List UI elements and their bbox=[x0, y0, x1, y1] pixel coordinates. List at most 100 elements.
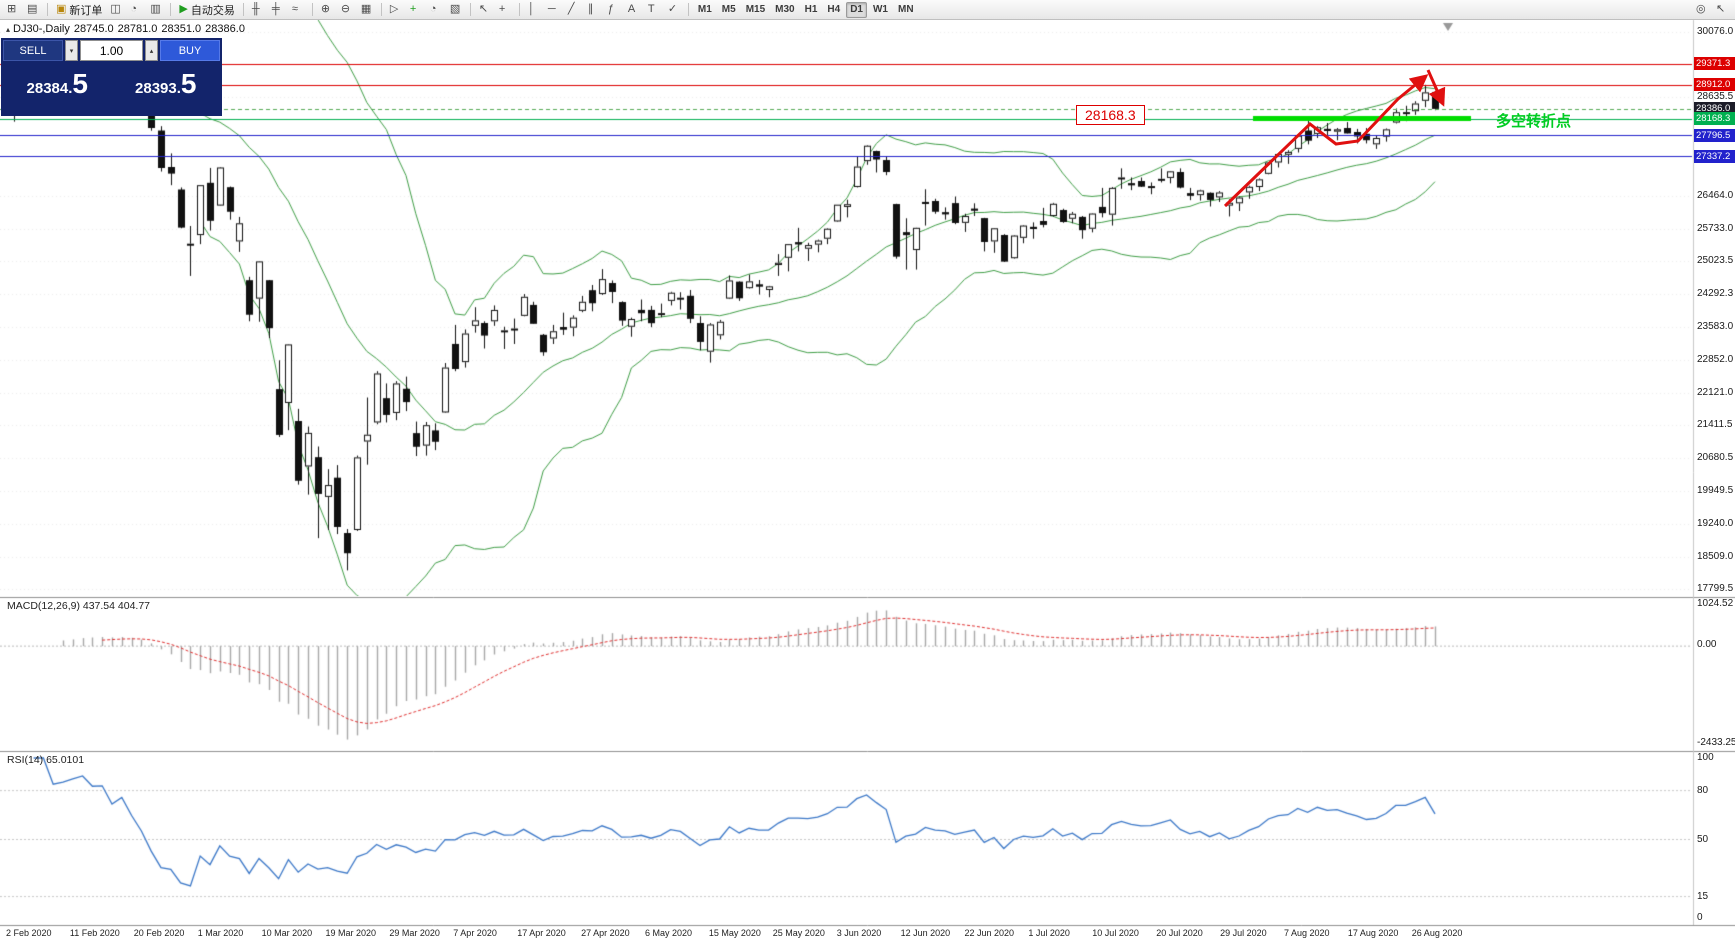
buy-button[interactable]: BUY bbox=[160, 40, 220, 61]
mailbox-icon: ▥ bbox=[150, 3, 161, 15]
toolbar-separator bbox=[687, 3, 689, 16]
ohlc-header: ▴ DJ30-,Daily 28745.0 28781.0 28351.0 28386.0 bbox=[6, 23, 249, 35]
macd-scale-zero: 0.00 bbox=[1697, 639, 1717, 651]
period-icon[interactable]: ◔ bbox=[427, 1, 445, 18]
quick-pointer-icon[interactable]: ↖ bbox=[1713, 1, 1731, 18]
rsi-scale-label: 50 bbox=[1697, 833, 1709, 845]
templates-icon[interactable]: ▧ bbox=[447, 1, 465, 18]
mailbox-icon[interactable]: ▥ bbox=[147, 1, 165, 18]
toolbar: ⊞ ▤ ▣ 新订单 ◫ ◔ ▥ ▶ 自动交易 ╫ ╪ ≈ ⊕ ⊖ ▦ ▷ + ◔ ▧ ↖ + │ ─ ╱ ∥ ƒ A T ✓ M1 M5 M1… bbox=[0, 0, 1735, 20]
zoom-in-icon[interactable]: ⊕ bbox=[318, 1, 336, 18]
date-label: 25 May 2020 bbox=[772, 928, 825, 938]
bar-chart-icon[interactable]: ╫ bbox=[249, 1, 267, 18]
timeframe-w1[interactable]: W1 bbox=[869, 2, 892, 18]
sell-price-big: 5 bbox=[72, 68, 88, 99]
horizontal-line-icon[interactable]: ─ bbox=[545, 1, 563, 18]
label-icon: T bbox=[647, 3, 655, 15]
line-chart-icon[interactable]: ≈ bbox=[289, 1, 307, 18]
sell-button[interactable]: SELL bbox=[3, 40, 63, 61]
timeframe-m1[interactable]: M1 bbox=[694, 2, 716, 18]
candlestick-chart-icon: ╪ bbox=[271, 3, 280, 15]
toolbar-separator bbox=[242, 3, 244, 16]
toolbar-separator bbox=[170, 3, 172, 16]
date-label: 7 Apr 2020 bbox=[453, 928, 497, 938]
tile-windows-icon[interactable]: ▦ bbox=[358, 1, 376, 18]
chart-window-icon: ◫ bbox=[110, 3, 121, 15]
crosshair-icon[interactable]: + bbox=[496, 1, 514, 18]
zoom-out-icon[interactable]: ⊖ bbox=[338, 1, 356, 18]
trendline-icon[interactable]: ╱ bbox=[565, 1, 583, 18]
arrows-icon: ✓ bbox=[667, 3, 678, 15]
autotrading-button[interactable]: ▶ 自动交易 bbox=[176, 1, 237, 18]
date-label: 1 Mar 2020 bbox=[197, 928, 244, 938]
channel-icon[interactable]: ∥ bbox=[585, 1, 603, 18]
price-tick: 20680.5 bbox=[1697, 452, 1734, 464]
price-level-label[interactable]: 28168.3 bbox=[1076, 105, 1145, 125]
arrows-icon[interactable]: ✓ bbox=[665, 1, 683, 18]
new-order-button[interactable]: ▣ 新订单 bbox=[53, 1, 105, 18]
strategy-tester-icon: ▷ bbox=[389, 3, 399, 15]
price-tick: 19240.0 bbox=[1697, 517, 1734, 529]
zoom-out-icon: ⊖ bbox=[340, 3, 351, 15]
buy-price[interactable]: 28393. 5 bbox=[112, 61, 221, 111]
fibonacci-icon: ƒ bbox=[607, 3, 614, 15]
timeframe-m30[interactable]: M30 bbox=[771, 2, 798, 18]
price-tick: 21411.5 bbox=[1697, 419, 1733, 431]
date-label: 11 Feb 2020 bbox=[69, 928, 120, 938]
toolbar-separator bbox=[47, 3, 48, 16]
alerts-icon[interactable]: ◔ bbox=[127, 1, 145, 18]
timeframe-h1[interactable]: H1 bbox=[801, 2, 822, 18]
date-label: 17 Aug 2020 bbox=[1347, 928, 1399, 938]
fibonacci-icon[interactable]: ƒ bbox=[605, 1, 623, 18]
search-icon[interactable]: ◎ bbox=[1693, 1, 1711, 18]
profiles-icon[interactable]: ▤ bbox=[24, 1, 42, 18]
templates-icon: ▧ bbox=[449, 3, 461, 15]
timeframe-h4[interactable]: H4 bbox=[823, 2, 844, 18]
date-label: 22 Jun 2020 bbox=[964, 928, 1015, 938]
price-tick: 19949.5 bbox=[1697, 485, 1734, 497]
date-label: 3 Jun 2020 bbox=[836, 928, 882, 938]
vertical-line-icon: │ bbox=[527, 3, 535, 15]
new-chart-icon[interactable]: ⊞ bbox=[4, 1, 22, 18]
date-label: 7 Aug 2020 bbox=[1284, 928, 1330, 938]
quick-pointer-icon: ↖ bbox=[1716, 3, 1726, 15]
alerts-icon: ◔ bbox=[130, 3, 138, 15]
price-tick: 22121.0 bbox=[1697, 386, 1734, 398]
date-label: 10 Mar 2020 bbox=[261, 928, 313, 938]
date-label: 26 Aug 2020 bbox=[1411, 928, 1463, 938]
buy-price-main: 28393. bbox=[135, 80, 181, 97]
crosshair-icon: + bbox=[498, 3, 506, 15]
toolbar-separator bbox=[311, 3, 313, 16]
price-tick: 18509.0 bbox=[1697, 550, 1734, 562]
toolbar-separator bbox=[469, 3, 471, 16]
pivot-note-text[interactable]: 多空转折点 bbox=[1496, 113, 1572, 130]
label-icon[interactable]: T bbox=[645, 1, 663, 18]
macd-label: MACD(12,26,9) 437.54 404.77 bbox=[7, 600, 151, 612]
text-icon[interactable]: A bbox=[625, 1, 643, 18]
buy-price-big: 5 bbox=[180, 68, 197, 99]
date-label: 17 Apr 2020 bbox=[517, 928, 566, 938]
timeframe-m15[interactable]: M15 bbox=[742, 2, 769, 18]
volume-input[interactable] bbox=[80, 40, 143, 61]
rsi-scale-label: 15 bbox=[1697, 890, 1709, 902]
strategy-tester-icon[interactable]: ▷ bbox=[387, 1, 405, 18]
add-indicator-icon[interactable]: + bbox=[407, 1, 425, 18]
horizontal-line-icon: ─ bbox=[547, 3, 556, 15]
timeframe-d1[interactable]: D1 bbox=[846, 1, 867, 18]
date-label: 27 Apr 2020 bbox=[581, 928, 630, 938]
price-tick: 26464.0 bbox=[1697, 189, 1734, 201]
cursor-icon[interactable]: ↖ bbox=[476, 1, 494, 18]
chart-window-icon[interactable]: ◫ bbox=[107, 1, 125, 18]
date-label: 29 Jul 2020 bbox=[1220, 928, 1267, 938]
price-badge: 27796.5 bbox=[1694, 128, 1735, 142]
candlestick-chart-icon[interactable]: ╪ bbox=[269, 1, 287, 18]
timeframe-mn[interactable]: MN bbox=[894, 2, 918, 18]
price-badge: 28912.0 bbox=[1694, 78, 1735, 92]
volume-decrease-button[interactable]: ▾ bbox=[65, 40, 78, 61]
vertical-line-icon[interactable]: │ bbox=[525, 1, 543, 18]
volume-increase-button[interactable]: ▴ bbox=[145, 40, 158, 61]
new-chart-icon: ⊞ bbox=[7, 3, 17, 15]
sell-price[interactable]: 28384. 5 bbox=[3, 61, 112, 111]
timeframe-m5[interactable]: M5 bbox=[718, 2, 740, 18]
